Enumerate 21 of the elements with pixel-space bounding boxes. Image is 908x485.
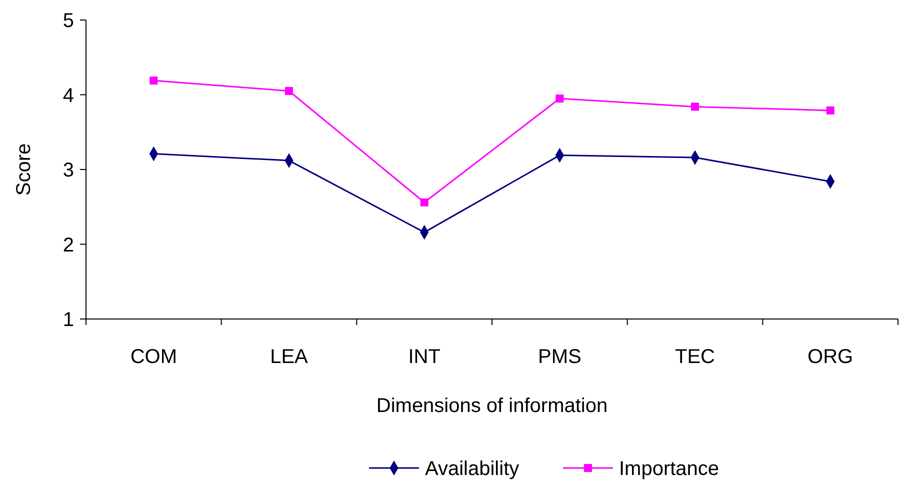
y-axis-title: Score [13,143,35,196]
y-tick-label: 5 [62,10,74,32]
legend-label: Availability [425,458,520,480]
point [285,87,293,96]
x-tick-label: ORG [808,346,854,368]
y-tick-label: 1 [62,309,74,331]
point [826,106,834,114]
x-tick-label: TEC [675,346,715,368]
y-tick-label: 2 [62,234,74,256]
point [150,76,158,85]
x-axis-title: Dimensions of information [376,395,608,417]
x-tick-label: COM [130,346,178,368]
x-tick-label: PMS [538,346,582,368]
point [420,198,428,206]
x-tick-label: INT [408,346,440,368]
point [556,94,564,102]
y-tick-label: 4 [62,84,74,107]
point [691,102,699,111]
x-tick-label: LEA [270,346,309,368]
y-tick-label: 3 [62,160,74,182]
legend-label: Importance [619,458,720,480]
